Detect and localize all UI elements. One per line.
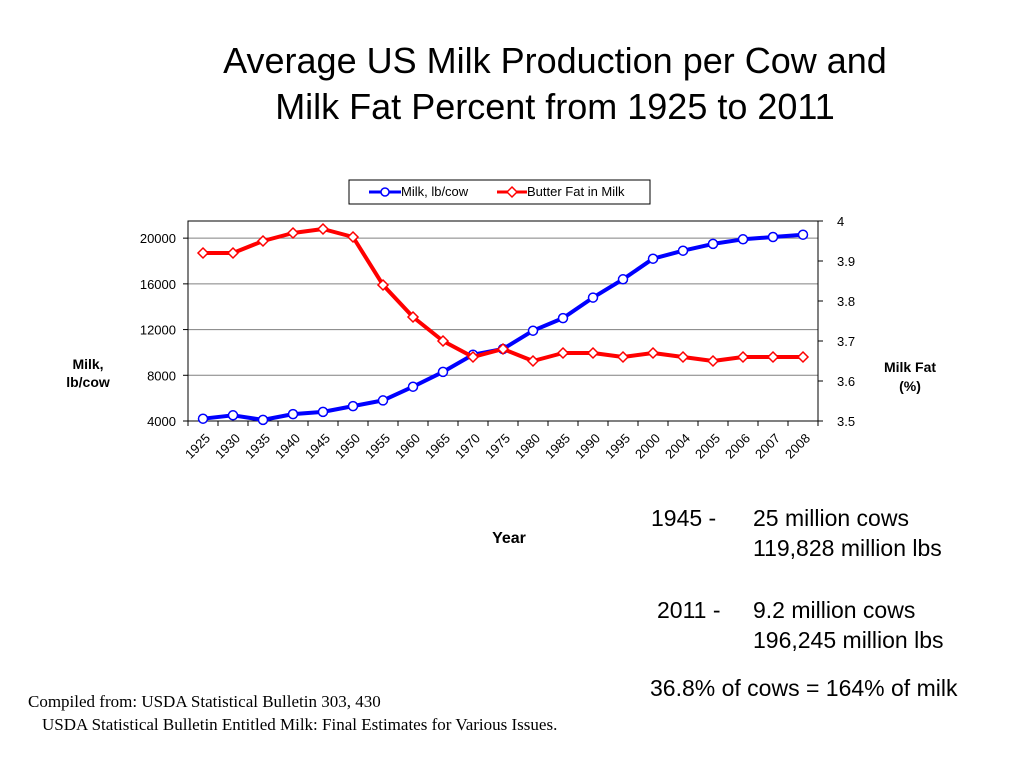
butter-fat-data-point	[736, 350, 750, 364]
y-tick-label: 4000	[147, 414, 176, 429]
y-tick-label: 20000	[140, 231, 176, 246]
series-line-milk	[202, 232, 804, 422]
milk-data-point	[767, 231, 779, 243]
butter-fat-data-point	[586, 346, 600, 360]
butter-fat-data-point	[286, 226, 300, 240]
page-title: Average US Milk Production per Cow and M…	[150, 38, 960, 130]
y2-tick-label: 4	[837, 214, 844, 229]
milk-data-point	[707, 238, 719, 250]
x-tick-label: 1945	[302, 431, 333, 462]
milk-data-point	[677, 245, 689, 256]
x-tick-label: 2005	[692, 431, 723, 462]
x-tick-label: 1970	[452, 431, 483, 462]
milk-data-point	[617, 274, 629, 285]
stat-2011-year: 2011 -	[657, 597, 721, 623]
x-tick-label: 1925	[182, 431, 213, 462]
y2-tick-label: 3.6	[837, 374, 855, 389]
title-line-2: Milk Fat Percent from 1925 to 2011	[275, 86, 835, 127]
plot-area	[187, 220, 819, 422]
x-tick-label: 1980	[512, 431, 543, 462]
y2-tick-label: 3.9	[837, 254, 855, 269]
milk-data-point	[287, 408, 299, 420]
legend-fat-marker	[505, 185, 519, 199]
x-tick-label: 2007	[752, 431, 783, 462]
x-tick-label: 1930	[212, 431, 243, 462]
butter-fat-data-point	[526, 354, 540, 368]
milk-data-point	[557, 312, 569, 324]
stat-1945-cows: 25 million cows	[753, 505, 909, 531]
y-tick-label: 16000	[140, 277, 176, 292]
butter-fat-data-point	[466, 350, 480, 364]
milk-data-point	[377, 395, 389, 406]
axis-layer: 4000 8000 12000 16000 20000 3.5 3.6 3.7 3.8 3.9 4 1…	[140, 214, 855, 462]
x-tick-label: 2000	[632, 431, 663, 462]
butter-fat-data-point	[316, 222, 330, 236]
stat-1945-year: 1945 -	[651, 505, 717, 531]
milk-data-point	[587, 292, 599, 303]
butter-fat-data-point	[376, 278, 390, 292]
milk-data-point	[347, 400, 359, 412]
x-tick-label: 1960	[392, 431, 423, 462]
butter-fat-data-point	[436, 334, 450, 348]
legend-milk-label: Milk, lb/cow	[401, 184, 469, 199]
source-line-1: Compiled from: USDA Statistical Bulletin…	[28, 692, 381, 711]
y2-tick-label: 3.8	[837, 294, 855, 309]
y-axis-label-line-2: lb/cow	[66, 374, 110, 390]
y-tick-label: 12000	[140, 323, 176, 338]
milk-data-point	[737, 234, 749, 245]
legend-milk-marker	[380, 187, 390, 197]
y2-axis-label-line-1: Milk Fat	[884, 359, 936, 375]
legend: Milk, lb/cow Butter Fat in Milk	[348, 179, 651, 205]
butter-fat-data-point	[346, 230, 360, 244]
x-tick-label: 1995	[602, 431, 633, 462]
butter-fat-data-point	[226, 246, 240, 260]
stat-2011-cows: 9.2 million cows	[753, 597, 916, 623]
milk-data-point	[317, 406, 329, 418]
butter-fat-data-point	[496, 342, 510, 356]
butter-fat-data-point	[706, 354, 720, 368]
y2-tick-label: 3.7	[837, 334, 855, 349]
x-tick-label: 2004	[662, 431, 693, 462]
y2-tick-label: 3.5	[837, 414, 855, 429]
stat-1945-lbs: 119,828 million lbs	[753, 535, 942, 561]
x-tick-label: 1950	[332, 431, 363, 462]
legend-fat-label: Butter Fat in Milk	[527, 184, 625, 199]
x-tick-label: 1965	[422, 431, 453, 462]
x-tick-label: 1985	[542, 431, 573, 462]
x-axis-label: Year	[492, 530, 526, 547]
x-tick-label: 2008	[782, 431, 813, 462]
milk-data-point	[227, 410, 239, 421]
milk-data-point	[527, 325, 539, 336]
y-tick-label: 8000	[147, 368, 176, 383]
milk-data-point	[647, 253, 659, 264]
milk-data-point	[257, 414, 269, 426]
butter-fat-data-point	[406, 310, 420, 324]
stat-summary: 36.8% of cows = 164% of milk	[650, 675, 958, 701]
butter-fat-data-point	[796, 350, 810, 364]
milk-data-point	[437, 366, 449, 378]
series-layer	[196, 222, 810, 426]
butter-fat-data-point	[616, 350, 630, 364]
x-tick-label: 1990	[572, 431, 603, 462]
butter-fat-data-point	[676, 350, 690, 364]
butter-fat-data-point	[556, 346, 570, 360]
milk-data-point	[797, 229, 809, 240]
milk-data-point	[197, 413, 209, 424]
stat-2011-lbs: 196,245 million lbs	[753, 627, 944, 653]
milk-data-point	[407, 381, 419, 392]
x-tick-label: 1975	[482, 431, 513, 462]
title-line-1: Average US Milk Production per Cow and	[223, 40, 887, 81]
x-tick-label: 1940	[272, 431, 303, 462]
butter-fat-data-point	[196, 246, 210, 260]
y-axis-label-line-1: Milk,	[72, 356, 103, 372]
x-tick-label: 2006	[722, 431, 753, 462]
butter-fat-data-point	[766, 350, 780, 364]
butter-fat-data-point	[256, 234, 270, 248]
butter-fat-data-point	[646, 346, 660, 360]
y2-axis-label-line-2: (%)	[899, 378, 921, 394]
x-tick-label: 1955	[362, 431, 393, 462]
x-tick-label: 1935	[242, 431, 273, 462]
source-line-2: USDA Statistical Bulletin Entitled Milk:…	[42, 715, 558, 734]
